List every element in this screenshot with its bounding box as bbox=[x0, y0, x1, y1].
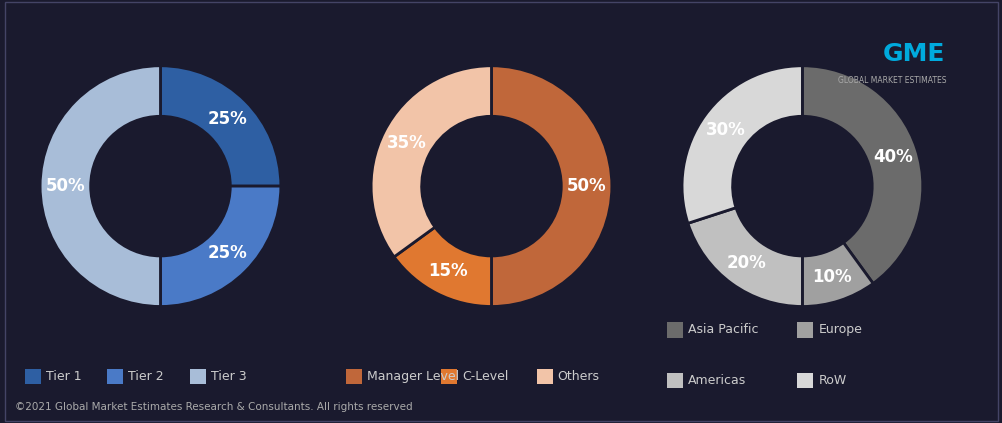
Text: 20%: 20% bbox=[725, 254, 766, 272]
Wedge shape bbox=[371, 66, 491, 257]
Text: 30%: 30% bbox=[704, 121, 744, 139]
Text: 25%: 25% bbox=[207, 244, 247, 262]
Text: ©2021 Global Market Estimates Research & Consultants. All rights reserved: ©2021 Global Market Estimates Research &… bbox=[15, 402, 412, 412]
Text: GLOBAL MARKET ESTIMATES: GLOBAL MARKET ESTIMATES bbox=[837, 76, 945, 85]
Wedge shape bbox=[394, 227, 491, 307]
Text: Europe: Europe bbox=[818, 324, 862, 336]
Text: GME: GME bbox=[882, 42, 944, 66]
Text: 35%: 35% bbox=[387, 134, 426, 152]
Text: Tier 2: Tier 2 bbox=[128, 370, 164, 383]
Wedge shape bbox=[160, 186, 281, 307]
Text: 25%: 25% bbox=[207, 110, 247, 128]
Text: Manager Level: Manager Level bbox=[367, 370, 459, 383]
Wedge shape bbox=[40, 66, 160, 307]
Text: Tier 1: Tier 1 bbox=[46, 370, 82, 383]
Text: Others: Others bbox=[557, 370, 599, 383]
Text: C-Level: C-Level bbox=[462, 370, 508, 383]
Wedge shape bbox=[687, 208, 802, 307]
Text: Americas: Americas bbox=[687, 374, 745, 387]
Wedge shape bbox=[802, 243, 873, 307]
Text: RoW: RoW bbox=[818, 374, 846, 387]
Text: 10%: 10% bbox=[812, 268, 851, 286]
Text: 50%: 50% bbox=[566, 177, 606, 195]
Wedge shape bbox=[160, 66, 281, 186]
Text: 15%: 15% bbox=[428, 262, 468, 280]
Text: 50%: 50% bbox=[45, 177, 85, 195]
Wedge shape bbox=[802, 66, 922, 283]
Text: Tier 3: Tier 3 bbox=[210, 370, 246, 383]
Text: Asia Pacific: Asia Pacific bbox=[687, 324, 758, 336]
Wedge shape bbox=[491, 66, 611, 307]
Wedge shape bbox=[681, 66, 802, 223]
Text: 40%: 40% bbox=[872, 148, 912, 166]
